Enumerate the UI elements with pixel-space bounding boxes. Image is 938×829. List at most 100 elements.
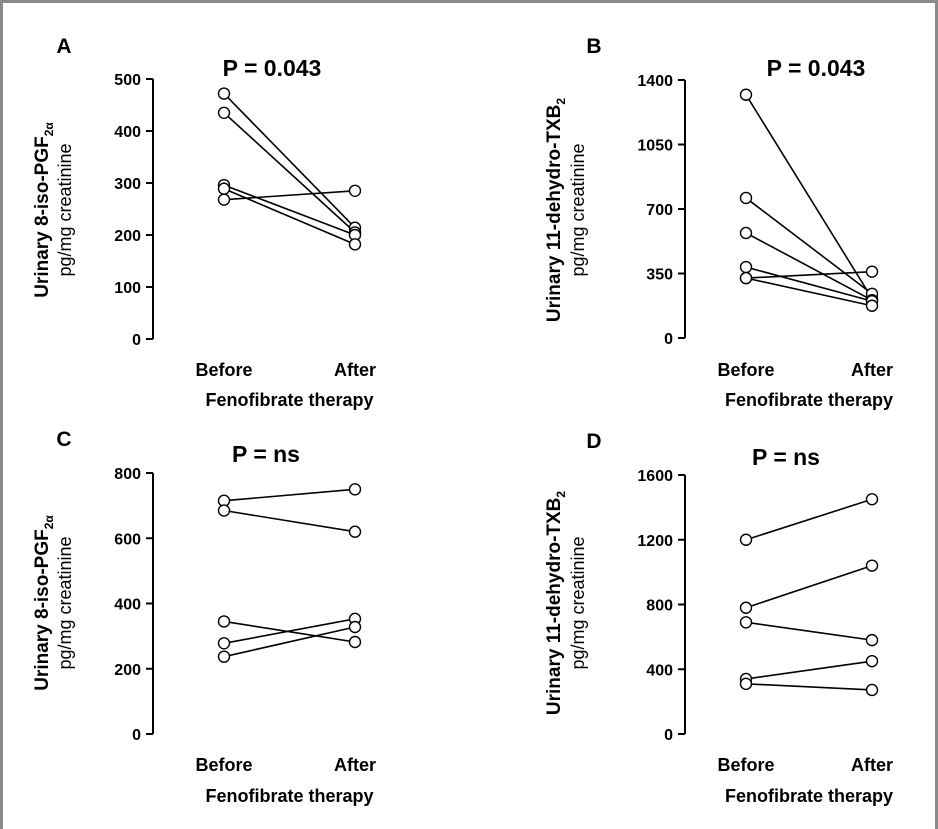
x-category-label: Before [717,360,774,380]
panel-a: A P = 0.043 0 100 200 300 400 500 Urinary 8-iso-… [32,35,376,410]
data-point [865,559,879,572]
series-line [223,184,356,236]
y-tick-label: 800 [646,598,673,615]
y-axis-label-main: Urinary 11-dehydro-TXB [544,498,565,716]
data-point [739,226,753,240]
panel-letter: B [586,35,601,58]
series-line [745,94,873,299]
y-tick-label: 200 [114,662,141,679]
data-point [739,88,753,101]
p-value-title: P = 0.043 [767,55,866,81]
y-tick-label: 500 [114,72,141,89]
data-point [739,601,753,614]
series-line [223,618,356,645]
data-point [217,650,231,663]
series-line [745,660,873,680]
data-point [348,525,362,538]
y-tick-label: 0 [132,727,141,744]
data-point [348,620,362,634]
data-point [739,191,753,205]
data-point [739,677,753,691]
y-axis-label: Urinary 8-iso-PGF2α [32,122,56,298]
y-axis-unit-label: pg/mg creatinine [568,143,588,276]
panel-letter: D [586,430,601,453]
y-axis-label: Urinary 11-dehydro-TXB2 [544,491,568,716]
series-line [745,270,873,279]
x-category-label: Before [717,755,774,775]
y-axis-label: Urinary 8-iso-PGF2α [32,515,56,691]
series-line [745,683,873,691]
series-line [223,488,356,502]
y-axis-label-main: Urinary 11-dehydro-TXB [544,105,565,323]
series-line [223,112,356,233]
y-axis-label-main: Urinary 8-iso-PGF [32,529,53,691]
x-axis-label: Fenofibrate therapy [725,786,893,806]
data-point [217,106,231,120]
y-axis-label-main: Urinary 8-iso-PGF [32,136,53,298]
x-category-label: After [334,755,376,775]
x-category-label: After [334,360,376,380]
data-point [865,265,879,278]
y-tick-label: 400 [114,597,141,614]
data-point [217,637,231,650]
data-point [739,260,753,274]
panel-d: D P = ns 0 400 800 1200 1600 Urinary 11-dehydro… [544,430,893,806]
x-category-label: Before [195,360,252,380]
y-tick-label: 0 [132,332,141,349]
x-axis-label: Fenofibrate therapy [725,390,893,410]
y-tick-label: 200 [114,228,141,245]
data-point [217,193,231,206]
data-point [865,493,879,506]
p-value-title: P = 0.043 [223,55,322,81]
y-axis-label-subscript: 2α [42,515,56,530]
data-point [217,504,231,517]
y-tick-label: 100 [114,280,141,297]
data-point [217,182,231,195]
y-axis-label-subscript: 2 [554,98,568,105]
p-value-title: P = ns [752,444,820,470]
x-axis-label: Fenofibrate therapy [205,786,373,806]
y-axis-label-subscript: 2 [554,491,568,498]
series-line [745,564,873,609]
series-line [745,498,873,541]
y-axis-label: Urinary 11-dehydro-TXB2 [544,98,568,323]
y-tick-label: 0 [664,331,673,348]
data-point [865,633,879,647]
y-tick-label: 350 [646,267,673,284]
y-tick-label: 0 [664,727,673,744]
y-tick-label: 800 [114,466,141,483]
y-tick-label: 300 [114,176,141,193]
series-line [223,190,356,201]
data-point [865,299,879,312]
data-point [217,615,231,628]
data-point [739,616,753,629]
panel-letter: A [56,35,71,58]
series-line [223,626,356,658]
x-category-label: Before [195,755,252,775]
data-point [739,271,753,285]
panel-b: B P = 0.043 0 350 700 1050 1400 Urinary 11-dehy… [544,35,893,410]
y-axis-unit-label: pg/mg creatinine [568,536,588,669]
data-point [348,238,362,251]
data-point [865,683,879,697]
panel-letter: C [56,428,71,451]
x-category-label: After [851,755,893,775]
series-line [745,266,873,302]
y-tick-label: 400 [646,662,673,679]
p-value-title: P = ns [232,441,300,467]
data-point [865,654,879,668]
series-line [223,509,356,533]
y-axis-unit-label: pg/mg creatinine [55,536,75,669]
y-tick-label: 400 [114,124,141,141]
y-axis-unit-label: pg/mg creatinine [55,143,75,276]
series-line [223,187,356,246]
x-category-label: After [851,360,893,380]
data-point [348,184,362,198]
y-tick-label: 700 [646,202,673,219]
x-axis-label: Fenofibrate therapy [205,390,373,410]
y-tick-label: 1050 [637,138,673,155]
series-line [745,277,873,307]
